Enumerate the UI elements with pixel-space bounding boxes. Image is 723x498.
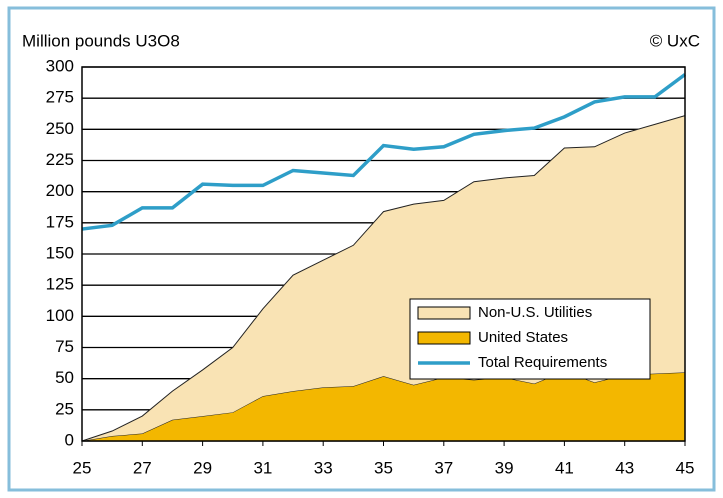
x-tick-label: 25 <box>73 458 92 477</box>
y-tick-label: 275 <box>46 88 74 107</box>
x-tick-label: 41 <box>555 458 574 477</box>
areas <box>81 115 686 442</box>
y-tick-label: 125 <box>46 275 74 294</box>
y-tick-label: 100 <box>46 306 74 325</box>
y-tick-label: 300 <box>46 56 74 75</box>
legend-label: United States <box>478 329 568 346</box>
y-tick-label: 75 <box>55 337 74 356</box>
y-tick-label: 50 <box>55 368 74 387</box>
area-edge <box>81 115 686 442</box>
x-tick-label: 39 <box>495 458 514 477</box>
y-tick-label: 0 <box>65 430 74 449</box>
x-tick-label: 35 <box>374 458 393 477</box>
y-tick-label: 200 <box>46 181 74 200</box>
y-tick-label: 150 <box>46 243 74 262</box>
x-tick-label: 33 <box>314 458 333 477</box>
x-tick-label: 29 <box>193 458 212 477</box>
legend-label: Non-U.S. Utilities <box>478 304 592 321</box>
copyright: © UxC <box>650 31 700 50</box>
y-tick-label: 225 <box>46 150 74 169</box>
legend-swatch <box>417 306 471 320</box>
chart-title: Million pounds U3O8 <box>22 31 180 50</box>
legend-label: Total Requirements <box>478 354 607 371</box>
y-tick-label: 250 <box>46 119 74 138</box>
y-tick-label: 175 <box>46 212 74 231</box>
x-tick-label: 37 <box>434 458 453 477</box>
line <box>81 73 687 231</box>
x-tick-label: 31 <box>253 458 272 477</box>
y-tick-label: 25 <box>55 399 74 418</box>
x-tick-label: 27 <box>133 458 152 477</box>
legend: Non-U.S. Utilities United States Total Req… <box>409 298 651 380</box>
x-tick-label: 45 <box>676 458 695 477</box>
area <box>82 371 685 441</box>
frame <box>7 6 716 492</box>
x-tick-label: 43 <box>615 458 634 477</box>
legend-swatch <box>417 331 471 345</box>
